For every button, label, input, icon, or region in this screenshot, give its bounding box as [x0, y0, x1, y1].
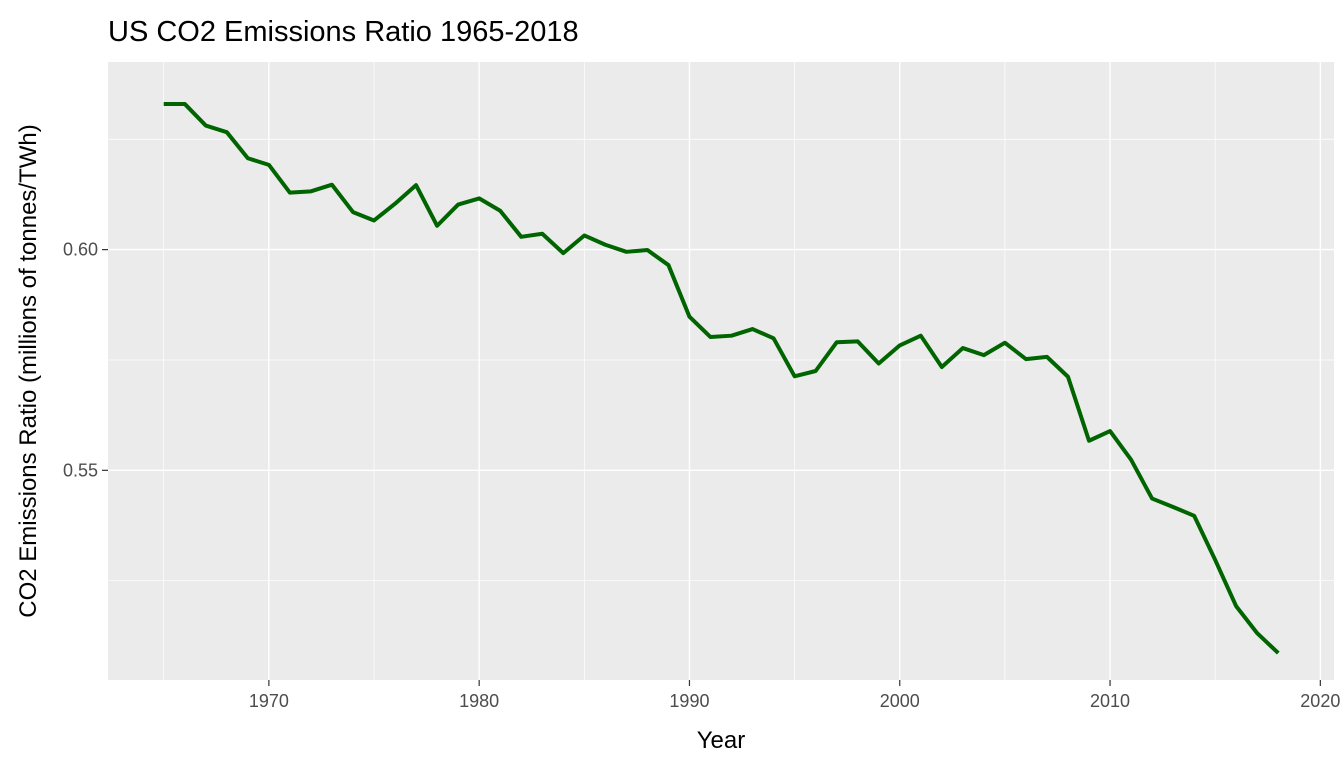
x-tick-label: 2020 [1300, 691, 1340, 711]
y-axis-title: CO2 Emissions Ratio (millions of tonnes/… [15, 124, 42, 617]
tick-labels: 1970 1980 1990 2000 2010 2020 0.55 0.60 [63, 240, 1340, 711]
x-tick-label: 1970 [249, 691, 289, 711]
x-axis-title: Year [697, 727, 746, 754]
x-tick-label: 1980 [459, 691, 499, 711]
y-tick-label: 0.60 [63, 240, 98, 260]
x-tick-label: 2010 [1090, 691, 1130, 711]
y-tick-label: 0.55 [63, 460, 98, 480]
x-tick-label: 1990 [669, 691, 709, 711]
plot-panel [108, 62, 1334, 680]
major-gridlines [108, 62, 1334, 680]
chart-title: US CO2 Emissions Ratio 1965-2018 [108, 16, 579, 48]
axis-ticks [102, 249, 1321, 686]
x-tick-label: 2000 [880, 691, 920, 711]
series-line [163, 101, 1280, 655]
minor-gridlines [108, 62, 1334, 680]
